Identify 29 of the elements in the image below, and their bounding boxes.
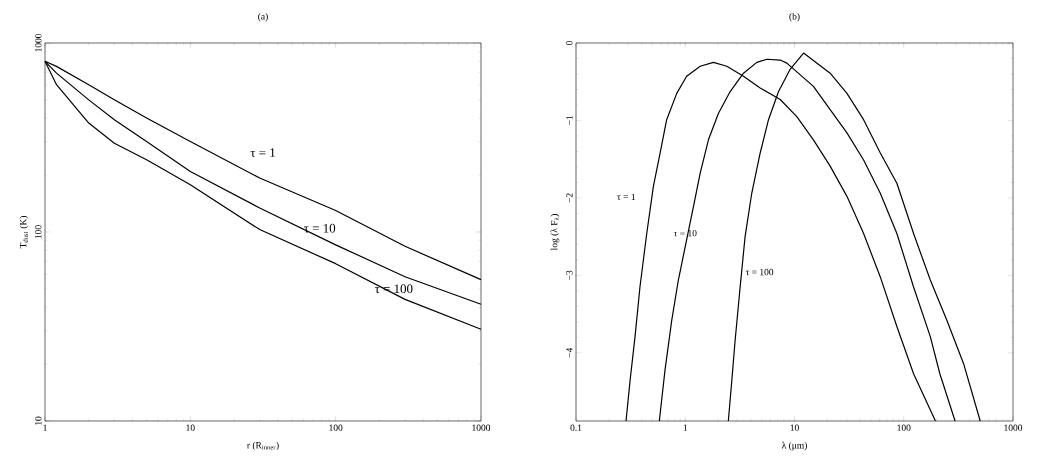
x-axis-title: λ (μm)	[781, 441, 807, 451]
annotation: τ = 1	[617, 193, 636, 201]
x-tick-label: 0.1	[570, 424, 582, 431]
y-axis-title: log (λ F$_{λ}$)	[550, 214, 560, 251]
y-axis-title: T$_{dust}$ (K)	[19, 216, 29, 249]
y-tick-label: 10	[35, 416, 42, 425]
annotation: τ = 100	[745, 268, 774, 276]
annotation: τ = 1	[250, 148, 275, 157]
y-tick-label: 1000	[35, 33, 42, 52]
y-tick-label: −4	[566, 347, 573, 358]
annotation: τ = 100	[374, 284, 413, 294]
x-tick-label: 1000	[1004, 424, 1023, 431]
x-tick-label: 100	[897, 424, 911, 431]
x-axis-title: r (R$_{inner}$)	[247, 441, 279, 451]
chart-title: (a)	[258, 12, 268, 22]
x-tick-label: 1000	[472, 424, 491, 431]
x-tick-label: 10	[790, 424, 799, 431]
y-tick-label: 0	[566, 40, 573, 45]
y-tick-label: 100	[35, 225, 42, 239]
annotation: τ = 10	[673, 229, 697, 237]
annotation: τ = 10	[304, 223, 336, 233]
x-tick-label: 100	[329, 424, 343, 431]
y-tick-label: −2	[566, 193, 573, 203]
chart-title: (b)	[789, 12, 800, 22]
x-tick-label: 1	[43, 424, 47, 431]
x-tick-label: 10	[186, 424, 195, 431]
y-tick-label: −3	[566, 270, 573, 280]
y-tick-label: −1	[566, 115, 573, 126]
x-tick-label: 1	[683, 424, 688, 431]
